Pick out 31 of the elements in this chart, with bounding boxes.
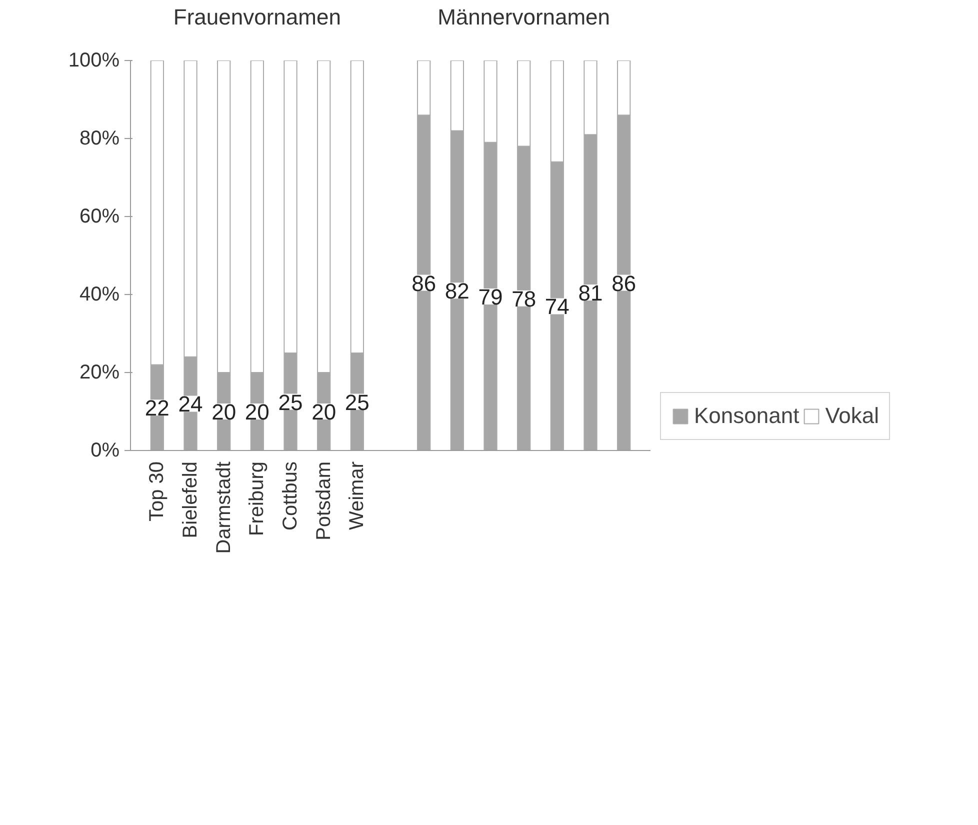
data-label: 78 bbox=[512, 286, 536, 312]
y-tick-label: 40% bbox=[79, 284, 120, 306]
x-tick-label: Bielefeld bbox=[180, 462, 202, 538]
data-label: 20 bbox=[212, 400, 236, 424]
data-label: 74 bbox=[544, 294, 570, 320]
x-tick-label: Weimar bbox=[346, 461, 368, 530]
data-label: 86 bbox=[412, 270, 436, 296]
data-label: 25 bbox=[278, 390, 303, 415]
x-tick-label: Darmstadt bbox=[212, 461, 235, 554]
data-label: 81 bbox=[578, 280, 603, 306]
y-tick-label: 80% bbox=[79, 128, 120, 150]
data-label: 82 bbox=[444, 278, 470, 304]
y-tick-label: 0% bbox=[90, 440, 120, 462]
data-label: 25 bbox=[344, 390, 370, 415]
legend-label: Vokal bbox=[825, 403, 880, 429]
y-tick-label: 20% bbox=[79, 362, 120, 384]
data-label: 20 bbox=[244, 400, 270, 424]
text: Männervornamen bbox=[438, 4, 610, 30]
x-tick-label: Potsdam bbox=[312, 461, 335, 540]
data-label: 86 bbox=[612, 270, 636, 296]
data-label: 24 bbox=[178, 392, 203, 417]
data-label: 22 bbox=[144, 396, 170, 421]
data-label: 20 bbox=[312, 400, 336, 424]
text: Frauenvornamen bbox=[173, 4, 341, 30]
y-tick-label: 100% bbox=[68, 50, 120, 72]
y-tick-label: 60% bbox=[79, 206, 120, 228]
legend-label: Konsonant bbox=[694, 403, 800, 429]
x-tick-label: Freiburg bbox=[246, 461, 268, 536]
data-label: 79 bbox=[478, 284, 503, 310]
x-tick-label: Cottbus bbox=[280, 461, 302, 530]
x-tick-label: Top 30 bbox=[146, 461, 168, 522]
